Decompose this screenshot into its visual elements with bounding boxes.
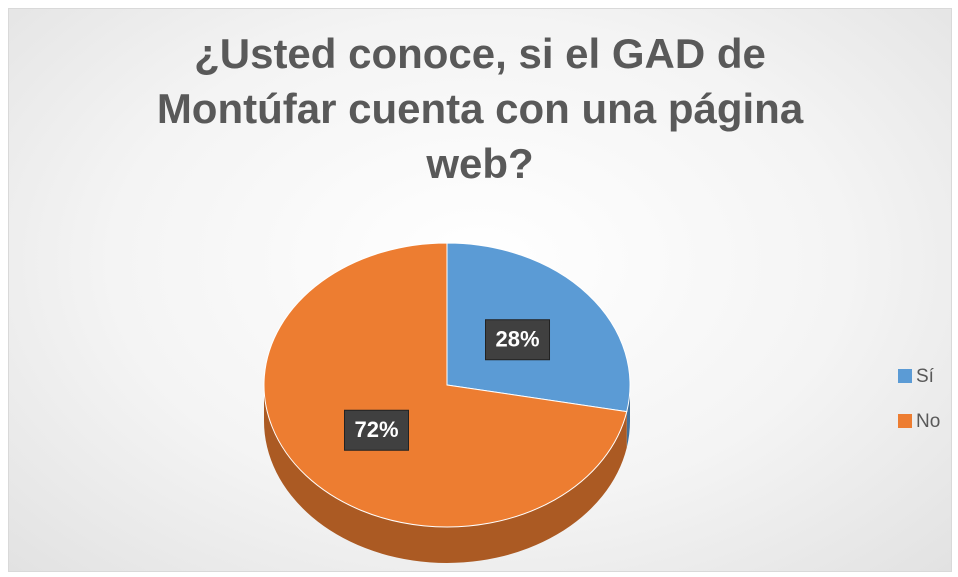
chart-title: ¿Usted conoce, si el GAD de Montúfar cue…: [156, 30, 804, 187]
legend-swatch: [898, 414, 912, 428]
data-label-box: [343, 409, 409, 451]
legend-swatch: [898, 369, 912, 383]
legend-label: Sí: [916, 366, 935, 387]
pie-slice-side: [264, 385, 627, 563]
data-label-box: [485, 319, 551, 361]
data-label: 28%: [495, 327, 539, 352]
pie-slice: [263, 242, 628, 528]
data-label: 72%: [354, 417, 398, 442]
legend-label: No: [916, 411, 940, 432]
